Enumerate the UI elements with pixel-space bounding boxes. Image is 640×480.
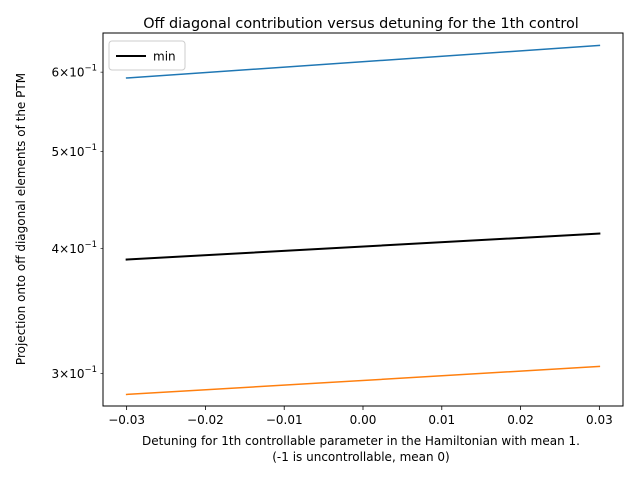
x-axis-label-line2: (-1 is uncontrollable, mean 0) — [272, 450, 449, 464]
y-tick-mantissa: 5 — [51, 145, 59, 159]
x-tick-label: −0.02 — [187, 413, 224, 427]
y-tick-exponent: −1 — [84, 143, 97, 153]
y-tick-exponent: −1 — [84, 240, 97, 250]
y-tick-times: × — [59, 145, 69, 159]
series-layer — [125, 44, 601, 396]
y-tick-label: 3×10−1 — [51, 365, 97, 381]
y-tick-times: × — [59, 367, 69, 381]
y-tick-label: 6×10−1 — [51, 64, 97, 80]
x-tick-label: −0.01 — [266, 413, 303, 427]
x-tick-label: 0.00 — [350, 413, 377, 427]
y-tick-exponent: −1 — [84, 365, 97, 375]
x-axis-ticks: −0.03 −0.02 −0.01 0.00 0.01 0.02 0.03 — [108, 406, 613, 427]
chart-title: Off diagonal contribution versus detunin… — [143, 16, 579, 32]
y-tick-times: × — [59, 242, 69, 256]
legend-box — [108, 40, 186, 71]
y-tick-mantissa: 3 — [51, 367, 59, 381]
x-tick-label: 0.01 — [428, 413, 455, 427]
y-axis-label: Projection onto off diagonal elements of… — [14, 73, 28, 365]
x-axis-label-line1: Detuning for 1th controllable parameter … — [142, 434, 580, 448]
legend: min — [108, 40, 186, 71]
y-tick-base: 10 — [69, 66, 84, 80]
y-tick-base: 10 — [69, 145, 84, 159]
x-tick-label: −0.03 — [108, 413, 145, 427]
y-tick-exponent: −1 — [84, 64, 97, 74]
y-tick-mantissa: 6 — [51, 66, 59, 80]
y-tick-times: × — [59, 66, 69, 80]
x-tick-label: 0.02 — [507, 413, 534, 427]
y-tick-base: 10 — [69, 242, 84, 256]
series-line-2 — [125, 232, 601, 261]
series-line-0 — [125, 44, 601, 79]
series-line-1 — [125, 365, 601, 396]
plot-frame — [102, 32, 624, 407]
y-axis-ticks: 3×10−14×10−15×10−16×10−1 — [51, 64, 103, 381]
x-tick-label: 0.03 — [586, 413, 613, 427]
y-tick-label: 5×10−1 — [51, 143, 97, 159]
y-tick-base: 10 — [69, 367, 84, 381]
legend-label-min: min — [153, 50, 176, 64]
y-tick-mantissa: 4 — [51, 242, 59, 256]
y-tick-label: 4×10−1 — [51, 240, 97, 256]
